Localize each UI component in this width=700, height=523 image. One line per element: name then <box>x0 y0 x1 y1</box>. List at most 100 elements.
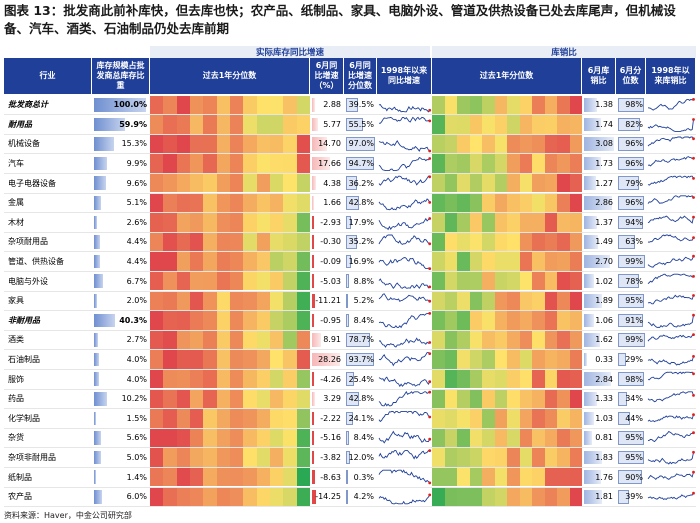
row-separator <box>4 133 696 135</box>
inventory-heat-cell <box>190 252 204 271</box>
ratio-heat-cell <box>494 487 508 507</box>
june-ratio-value: 1.03 <box>595 413 613 423</box>
ratio-heat-cell <box>544 115 558 134</box>
ratio-heat-cell <box>544 311 558 330</box>
yoy-sparkline <box>378 494 431 505</box>
yoy-bar <box>312 470 315 484</box>
ratio-heat-cell <box>457 369 470 389</box>
industry-name: 服饰 <box>8 374 24 384</box>
inventory-heat-cell <box>190 213 204 232</box>
inventory-heat-cell <box>203 193 217 213</box>
ratio-heat-cell <box>557 271 570 291</box>
ratio-heat-cell <box>482 350 495 369</box>
yoy-pct-bar <box>346 294 348 308</box>
inventory-heat-cell <box>230 115 244 134</box>
inventory-heat-cell <box>296 467 311 487</box>
june-ratio-pct-value: 95% <box>625 296 643 306</box>
ratio-heat-cell <box>507 193 520 213</box>
ratio-sparkline <box>647 195 694 204</box>
inventory-heat-cell <box>283 252 297 271</box>
yoy-bar <box>312 313 314 328</box>
inventory-heat-cell <box>163 311 177 330</box>
inventory-heat-cell <box>150 311 164 330</box>
ratio-heat-cell <box>457 173 470 193</box>
inventory-heat-cell <box>243 428 257 448</box>
industry-name: 家具 <box>8 296 24 306</box>
ratio-heat-cell <box>519 193 533 213</box>
ratio-heat-cell <box>532 330 545 350</box>
row-separator <box>4 310 696 312</box>
inventory-heat-cell <box>270 369 284 389</box>
ratio-heat-cell <box>444 193 458 213</box>
ratio-bar <box>584 450 602 465</box>
row-separator <box>4 427 696 429</box>
yoy-bar <box>312 450 314 465</box>
ratio-sparkline-last-point <box>692 313 695 317</box>
ratio-sparkline-last-point <box>692 156 695 160</box>
industry-name: 汽车 <box>8 159 24 169</box>
inventory-heat-cell <box>190 154 204 173</box>
inventory-heat-cell <box>190 389 204 409</box>
industry-name: 杂项耐用品 <box>8 237 48 247</box>
ratio-heat-cell <box>532 154 545 173</box>
inventory-heat-cell <box>256 95 271 115</box>
ratio-heat-cell <box>532 95 545 115</box>
inventory-heat-cell <box>203 428 217 448</box>
june-ratio-pct-value: 95% <box>625 433 643 443</box>
ratio-heat-cell <box>432 154 445 173</box>
inventory-heat-cell <box>203 448 217 467</box>
june-ratio-value: 1.37 <box>595 217 613 227</box>
ratio-heat-cell <box>482 193 495 213</box>
june-yoy-pct-value: 16.9% <box>348 257 374 267</box>
yoy-sparkline-last-point <box>428 493 432 497</box>
ratio-sparkline <box>647 175 694 186</box>
inventory-heat-cell <box>256 213 271 232</box>
yoy-sparkline-last-point <box>428 437 432 441</box>
ratio-heat-cell <box>544 154 558 173</box>
inventory-heat-cell <box>270 232 284 252</box>
row-separator <box>4 349 696 351</box>
ratio-bar <box>584 215 598 230</box>
ratio-heat-cell <box>494 311 508 330</box>
ratio-sparkline <box>647 492 694 500</box>
share-bar <box>94 196 101 210</box>
ratio-heat-cell <box>432 369 445 389</box>
june-yoy-value: -5.16 <box>320 433 341 443</box>
share-value: 4.4% <box>126 257 147 267</box>
ratio-heat-cell <box>519 311 533 330</box>
ratio-heat-cell <box>494 467 508 487</box>
inventory-heat-cell <box>283 487 297 507</box>
ratio-heat-cell <box>469 311 483 330</box>
inventory-heat-cell <box>176 95 191 115</box>
inventory-heat-cell <box>230 448 244 467</box>
inventory-heat-cell <box>190 487 204 507</box>
ratio-heat-cell <box>457 389 470 409</box>
ratio-heat-cell <box>457 154 470 173</box>
inventory-heat-cell <box>243 291 257 311</box>
ratio-heat-cell <box>444 271 458 291</box>
ratio-heat-cell <box>457 95 470 115</box>
yoy-bar <box>312 215 314 230</box>
ratio-sparkline-last-point <box>692 177 695 180</box>
row-separator <box>4 231 696 233</box>
ratio-sparkline-last-point <box>692 372 695 376</box>
inventory-heat-cell <box>190 193 204 213</box>
inventory-heat-cell <box>176 311 191 330</box>
ratio-heat-cell <box>482 369 495 389</box>
inventory-heat-cell <box>256 389 271 409</box>
inventory-heat-cell <box>203 252 217 271</box>
ratio-heat-cell <box>507 252 520 271</box>
inventory-heat-cell <box>256 350 271 369</box>
row-separator <box>4 172 696 174</box>
ratio-heat-cell <box>507 154 520 173</box>
june-ratio-pct-value: 96% <box>625 159 643 169</box>
june-yoy-value: -5.03 <box>320 276 341 286</box>
ratio-heat-cell <box>507 350 520 369</box>
inventory-heat-cell <box>270 95 284 115</box>
inventory-heat-cell <box>163 389 177 409</box>
ratio-heat-cell <box>457 291 470 311</box>
inventory-heat-cell <box>243 487 257 507</box>
inventory-heat-cell <box>230 252 244 271</box>
ratio-heat-cell <box>482 389 495 409</box>
header-june-yoy: 6月同比增速（%） <box>310 58 344 94</box>
